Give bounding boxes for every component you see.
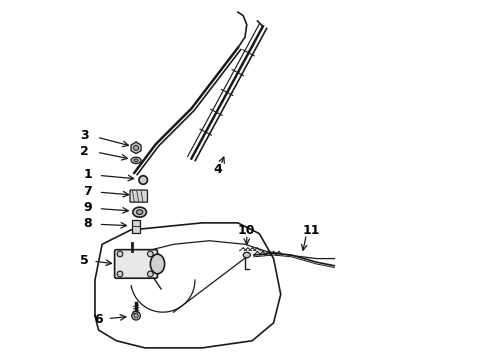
FancyBboxPatch shape bbox=[130, 190, 147, 202]
Circle shape bbox=[134, 145, 139, 150]
Ellipse shape bbox=[243, 252, 250, 258]
Text: 4: 4 bbox=[214, 163, 222, 176]
Circle shape bbox=[117, 251, 123, 257]
Ellipse shape bbox=[134, 159, 138, 162]
Circle shape bbox=[132, 311, 140, 320]
Text: 2: 2 bbox=[80, 145, 89, 158]
Circle shape bbox=[139, 176, 147, 184]
Polygon shape bbox=[131, 142, 141, 154]
Text: 3: 3 bbox=[80, 129, 89, 142]
Text: 8: 8 bbox=[83, 217, 92, 230]
Circle shape bbox=[147, 271, 153, 277]
Text: 6: 6 bbox=[94, 313, 103, 326]
Text: 10: 10 bbox=[238, 224, 256, 237]
Ellipse shape bbox=[136, 210, 143, 215]
Text: 1: 1 bbox=[83, 168, 92, 181]
Circle shape bbox=[147, 251, 153, 257]
Ellipse shape bbox=[150, 254, 165, 274]
Text: 11: 11 bbox=[302, 224, 320, 237]
Circle shape bbox=[117, 271, 123, 277]
Text: 7: 7 bbox=[83, 185, 92, 198]
Ellipse shape bbox=[131, 157, 141, 163]
Ellipse shape bbox=[133, 207, 147, 217]
Text: 5: 5 bbox=[80, 254, 89, 267]
FancyBboxPatch shape bbox=[115, 249, 157, 278]
Circle shape bbox=[134, 314, 138, 318]
Bar bbox=[132, 220, 140, 233]
Text: 9: 9 bbox=[83, 201, 92, 214]
